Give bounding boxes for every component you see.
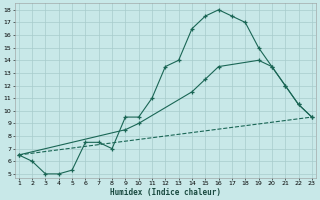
X-axis label: Humidex (Indice chaleur): Humidex (Indice chaleur) [110, 188, 221, 197]
